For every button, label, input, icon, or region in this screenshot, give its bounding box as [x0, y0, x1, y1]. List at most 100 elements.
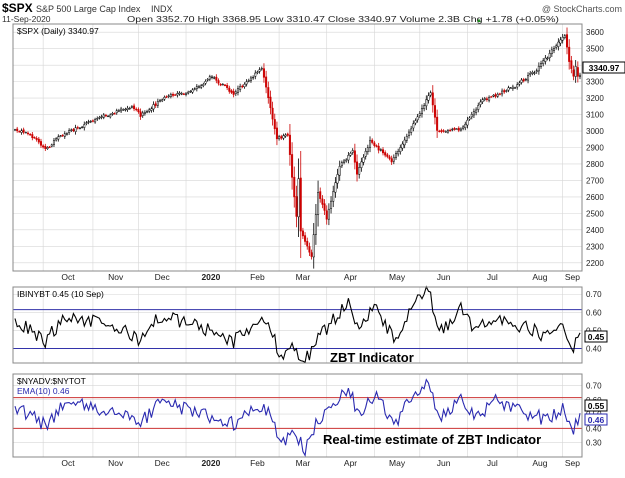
candle-body [202, 83, 205, 86]
candle-body [139, 111, 142, 117]
x-tick-label: Sep [565, 458, 580, 468]
candle-body [37, 138, 40, 143]
zbt-line [14, 285, 581, 364]
candle-body [117, 110, 120, 112]
candle-body [275, 127, 278, 140]
candle-body [301, 230, 304, 237]
candle-body [550, 49, 553, 55]
candle-body [371, 139, 374, 143]
candle-body [282, 135, 285, 139]
candle-body [13, 129, 17, 131]
candle-body [505, 90, 508, 92]
candle-body [130, 106, 133, 108]
candle-body [120, 108, 123, 112]
candle-body [46, 147, 49, 149]
candle-body [423, 105, 426, 109]
candle-body [561, 37, 564, 41]
candle-body [113, 113, 116, 115]
candle-body [464, 123, 467, 128]
zbt-ytick: 0.60 [586, 308, 602, 317]
candle-body [451, 128, 454, 131]
candle-body [449, 129, 452, 132]
candle-body [509, 87, 512, 89]
candle-body [85, 122, 88, 124]
price-ytick: 2700 [586, 176, 604, 185]
realtime-last-badge-1 [584, 399, 608, 412]
candle-body [284, 134, 287, 137]
candle-body [65, 133, 68, 135]
candle-body [438, 130, 441, 133]
candle-body [544, 57, 547, 62]
candle-body [319, 191, 322, 199]
candle-body [76, 127, 79, 129]
candle-body [364, 150, 367, 157]
candle-body [535, 70, 538, 72]
candle-body [345, 159, 348, 162]
candle-body [280, 136, 283, 139]
candle-body [533, 72, 536, 74]
candle-body [18, 131, 21, 133]
candle-body [146, 111, 149, 113]
x-tick-label: Feb [250, 272, 265, 282]
header-source: @ StockCharts.com [542, 4, 622, 14]
candle-body [466, 119, 469, 126]
x-tick-label: Feb [250, 458, 265, 468]
candle-body [126, 107, 129, 110]
candle-body [433, 105, 436, 118]
x-tick-label: 2020 [201, 272, 220, 282]
price-ytick: 2800 [586, 160, 604, 169]
candle-body [178, 92, 181, 95]
candle-body [265, 76, 268, 88]
candle-body [141, 112, 144, 116]
candle-body [128, 107, 131, 110]
x-tick-label: Oct [61, 458, 75, 468]
x-tick-label: Nov [108, 272, 124, 282]
candle-body [563, 35, 566, 38]
candle-body [483, 98, 486, 101]
candle-body [230, 90, 233, 93]
candle-body [356, 161, 359, 175]
x-tick-label: Aug [532, 272, 547, 282]
candle-body [24, 132, 27, 134]
price-ytick: 3000 [586, 127, 604, 136]
candle-body [165, 96, 168, 98]
candle-body [33, 137, 36, 139]
candle-body [529, 72, 532, 75]
candle-body [271, 107, 274, 120]
candle-body [351, 150, 354, 153]
x-tick-label: Jun [437, 272, 451, 282]
candle-body [169, 94, 172, 97]
x-tick-label: Mar [296, 272, 311, 282]
candle-body [459, 128, 462, 131]
candle-body [403, 139, 406, 146]
candle-body [187, 91, 190, 94]
candle-body [245, 81, 248, 85]
zbt-annotation: ZBT Indicator [330, 350, 414, 365]
candle-body [338, 166, 341, 176]
candle-body [388, 156, 391, 159]
candle-body [299, 177, 302, 232]
candle-body [574, 66, 577, 77]
candle-body [172, 94, 175, 96]
candle-body [457, 127, 460, 131]
candle-body [492, 94, 495, 97]
candle-body [63, 133, 66, 137]
zbt-ytick: 0.40 [586, 345, 602, 354]
x-tick-label: Dec [155, 272, 171, 282]
candle-body [455, 128, 458, 130]
candle-body [260, 68, 263, 70]
candle-body [226, 85, 229, 88]
candle-body [96, 118, 99, 120]
candle-body [35, 138, 38, 140]
candle-body [472, 111, 475, 116]
candle-body [340, 162, 343, 167]
candle-body [555, 45, 558, 48]
candle-body [507, 87, 510, 91]
realtime-last-value-2: 0.46 [588, 415, 605, 425]
candle-body [267, 87, 270, 99]
candle-body [537, 65, 540, 72]
candle-body [122, 109, 125, 111]
zbt-ytick: 0.70 [586, 290, 602, 299]
zbt-last-value: 0.45 [588, 332, 605, 342]
